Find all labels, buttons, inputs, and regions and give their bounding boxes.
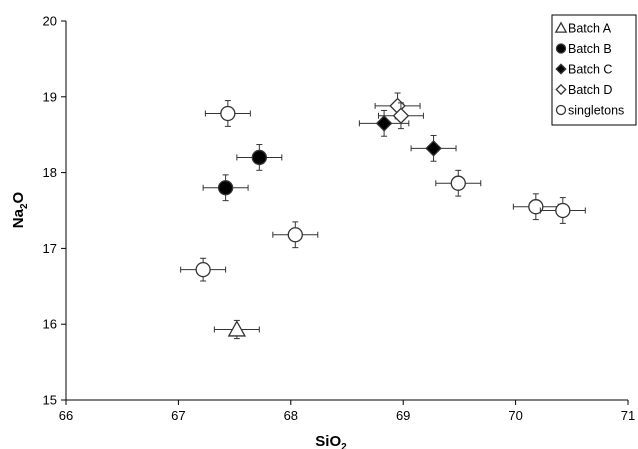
circle-marker (195, 261, 211, 278)
circle-marker (217, 180, 234, 196)
y-axis-title: Na2O (10, 191, 30, 228)
data-point (512, 193, 559, 221)
diamond-marker (392, 107, 410, 125)
legend-label: Batch C (568, 63, 612, 77)
x-tick-label: 66 (59, 408, 73, 423)
legend-label: singletons (568, 104, 624, 118)
legend-box (551, 14, 637, 126)
circle-marker (220, 105, 236, 122)
y-tick-label: 17 (43, 241, 57, 256)
legend-item: Batch C (555, 63, 612, 77)
x-tick-label: 68 (284, 408, 298, 423)
y-tick-label: 20 (43, 14, 57, 29)
legend-label: Batch A (568, 22, 612, 36)
x-tick-label: 70 (508, 408, 522, 423)
tick-labels: 66 67 68 69 70 71 15 16 17 18 19 20 (43, 14, 636, 424)
legend-label: Batch B (568, 42, 612, 56)
x-axis-title-subscript: 2 (341, 442, 347, 449)
circle-marker (251, 149, 267, 166)
y-tick-label: 15 (43, 393, 57, 408)
data-point (236, 144, 283, 171)
x-tick-label: 71 (621, 408, 635, 423)
data-point (410, 134, 457, 162)
y-tick-label: 18 (43, 165, 57, 180)
data-point (539, 197, 586, 224)
triangle-marker (554, 21, 568, 33)
data-point (204, 100, 251, 127)
legend-item: Batch D (555, 83, 612, 97)
circle-marker (555, 43, 567, 54)
data-point (202, 174, 249, 202)
axes (61, 20, 629, 405)
data-point (272, 221, 319, 249)
x-tick-label: 69 (396, 408, 410, 423)
diamond-marker (375, 115, 393, 132)
y-tick-label: 16 (43, 317, 57, 332)
legend-item: Batch A (554, 21, 612, 36)
data-point (180, 257, 227, 282)
legend-item: singletons (555, 104, 624, 118)
circle-marker (555, 104, 567, 116)
x-tick-label: 67 (171, 408, 185, 423)
data-point (377, 102, 424, 130)
legend: Batch A Batch B Batch C Batch D singletons (551, 14, 637, 126)
data-points (180, 92, 586, 340)
triangle-marker (227, 320, 247, 337)
circle-marker (528, 199, 544, 215)
diamond-marker (425, 140, 442, 157)
x-axis-title: SiO2 (315, 433, 347, 449)
legend-label: Batch D (568, 83, 612, 97)
y-tick-label: 19 (43, 89, 57, 104)
data-point (435, 169, 482, 197)
circle-marker (555, 202, 571, 219)
circle-marker (450, 175, 466, 191)
y-axis-title-subscript: 2 (19, 203, 30, 209)
diamond-marker (555, 63, 567, 75)
circle-marker (287, 227, 303, 243)
data-point (213, 319, 260, 340)
legend-item: Batch B (555, 42, 612, 56)
diamond-marker (555, 83, 567, 96)
